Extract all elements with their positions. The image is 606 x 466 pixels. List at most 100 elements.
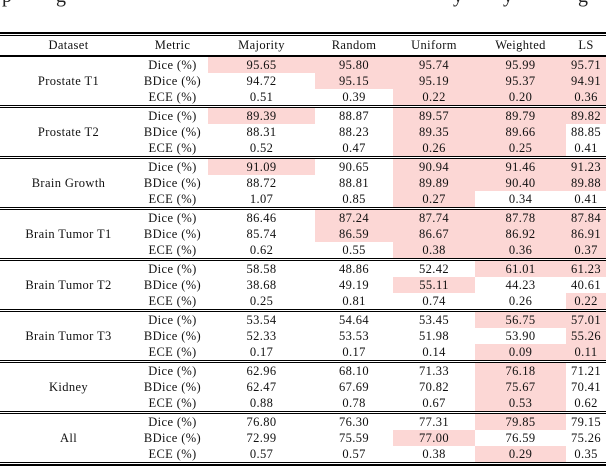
table-row: Brain Tumor T1 Dice (%) 86.46 87.24 87.74 87.… [0, 208, 606, 241]
value-cell: 0.81 [342, 294, 366, 308]
value-cell: 76.18 [475, 361, 566, 379]
value-cell: 71.21 [571, 364, 601, 378]
value-cell: 0.62 [249, 243, 274, 257]
value-cell: 86.67 [393, 226, 475, 242]
value-cell: 89.82 [566, 106, 606, 124]
value-cell: 38.68 [246, 278, 277, 292]
value-cell: 40.61 [571, 278, 601, 292]
value-cell: 95.74 [393, 56, 475, 73]
value-cell: 89.57 [393, 106, 475, 124]
dataset-cell: Brain Growth [31, 176, 106, 190]
table-row: ECE (%) 0.51 0.39 0.22 0.20 0.36 [0, 89, 606, 107]
metric-cell: Dice (%) [148, 58, 197, 72]
dataset-section: Brain Tumor T2 Dice (%) 58.58 48.86 52.42 61.… [0, 259, 606, 311]
value-cell: 49.19 [339, 278, 369, 292]
value-cell: 0.53 [475, 395, 566, 413]
value-cell: 88.87 [339, 109, 369, 123]
value-cell: 95.15 [315, 73, 393, 89]
value-cell: 48.86 [339, 262, 369, 276]
cropped-caption-text: pgyyg [0, 0, 606, 8]
metric-cell: BDice (%) [143, 227, 202, 241]
value-cell: 95.19 [393, 73, 475, 89]
value-cell: 91.46 [475, 157, 566, 175]
value-cell: 0.26 [508, 294, 533, 308]
value-cell: 0.78 [342, 396, 366, 410]
value-cell: 0.38 [393, 242, 475, 260]
table-row: Brain Growth Dice (%) 91.09 90.65 90.94 91.46… [0, 157, 606, 190]
value-cell: 0.09 [475, 344, 566, 362]
value-cell: 86.92 [475, 226, 566, 242]
value-cell: 0.55 [342, 243, 366, 257]
column-header-random: Random [315, 35, 393, 57]
value-cell: 95.99 [475, 56, 566, 73]
value-cell: 87.84 [566, 208, 606, 226]
value-cell: 70.82 [419, 380, 449, 394]
caption-fragment-glyph: y [503, 0, 513, 8]
value-cell: 76.80 [246, 415, 277, 429]
metric-cell: Dice (%) [148, 262, 197, 276]
value-cell: 94.72 [246, 74, 277, 88]
value-cell: 0.67 [422, 396, 446, 410]
table-row: BDice (%) 52.33 53.53 51.98 53.90 55.26 [0, 328, 606, 344]
value-cell: 0.26 [393, 140, 475, 158]
value-cell: 0.52 [249, 141, 274, 155]
value-cell: 0.25 [249, 294, 274, 308]
value-cell: 53.53 [339, 329, 369, 343]
metric-cell: BDice (%) [143, 74, 202, 88]
value-cell: 91.23 [566, 157, 606, 175]
metric-cell: BDice (%) [143, 278, 202, 292]
metric-cell: ECE (%) [148, 90, 197, 104]
value-cell: 89.79 [475, 106, 566, 124]
value-cell: 89.35 [393, 124, 475, 140]
metric-cell: BDice (%) [143, 431, 202, 445]
metric-cell: BDice (%) [143, 176, 202, 190]
table-row: BDice (%) 62.47 67.69 70.82 75.67 70.41 [0, 379, 606, 395]
value-cell: 0.47 [342, 141, 366, 155]
metric-cell: BDice (%) [143, 329, 202, 343]
value-cell: 95.80 [315, 56, 393, 73]
value-cell: 0.74 [422, 294, 446, 308]
metric-cell: Dice (%) [148, 364, 197, 378]
table-row: BDice (%) 72.99 75.59 77.00 76.59 75.26 [0, 430, 606, 446]
caption-fragment-glyph: y [453, 0, 463, 8]
dataset-cell: Prostate T1 [37, 74, 100, 88]
value-cell: 89.88 [566, 175, 606, 191]
value-cell: 0.62 [574, 396, 598, 410]
table-row: Prostate T1 Dice (%) 95.65 95.80 95.74 95.99 9… [0, 56, 606, 88]
table-row: BDice (%) 88.31 88.23 89.35 89.66 88.85 [0, 124, 606, 140]
value-cell: 0.51 [249, 90, 274, 104]
value-cell: 90.94 [393, 157, 475, 175]
value-cell: 75.26 [571, 431, 601, 445]
table-row: Brain Tumor T3 Dice (%) 53.54 54.64 53.45 56.… [0, 310, 606, 343]
value-cell: 89.39 [208, 106, 315, 124]
table-row: ECE (%) 1.07 0.85 0.27 0.34 0.41 [0, 191, 606, 209]
metric-cell: BDice (%) [143, 125, 202, 139]
metric-cell: ECE (%) [148, 243, 197, 257]
table-row: ECE (%) 0.57 0.57 0.38 0.29 0.35 [0, 446, 606, 463]
value-cell: 77.00 [393, 430, 475, 446]
table-header-row: Dataset Metric Majority Random Uniform Weight… [0, 35, 606, 57]
value-cell: 86.46 [246, 211, 277, 225]
value-cell: 56.75 [475, 310, 566, 328]
caption-fragment-glyph: g [56, 0, 66, 8]
value-cell: 90.65 [339, 160, 369, 174]
value-cell: 91.09 [208, 157, 315, 175]
results-table-wrap: Dataset Metric Majority Random Uniform Weight… [0, 32, 606, 466]
value-cell: 53.54 [246, 313, 277, 327]
value-cell: 0.36 [566, 89, 606, 107]
value-cell: 0.27 [393, 191, 475, 209]
value-cell: 88.81 [339, 176, 369, 190]
value-cell: 88.23 [339, 125, 369, 139]
value-cell: 89.66 [475, 124, 566, 140]
dataset-section: Prostate T2 Dice (%) 89.39 88.87 89.57 89.79 8… [0, 106, 606, 158]
metric-cell: Dice (%) [148, 313, 197, 327]
value-cell: 0.22 [566, 293, 606, 311]
table-row: ECE (%) 0.25 0.81 0.74 0.26 0.22 [0, 293, 606, 311]
value-cell: 86.91 [566, 226, 606, 242]
value-cell: 62.47 [246, 380, 277, 394]
value-cell: 0.11 [566, 344, 606, 362]
table-row: BDice (%) 38.68 49.19 55.11 44.23 40.61 [0, 277, 606, 293]
value-cell: 0.20 [475, 89, 566, 107]
metric-cell: ECE (%) [148, 447, 197, 461]
value-cell: 52.42 [419, 262, 449, 276]
